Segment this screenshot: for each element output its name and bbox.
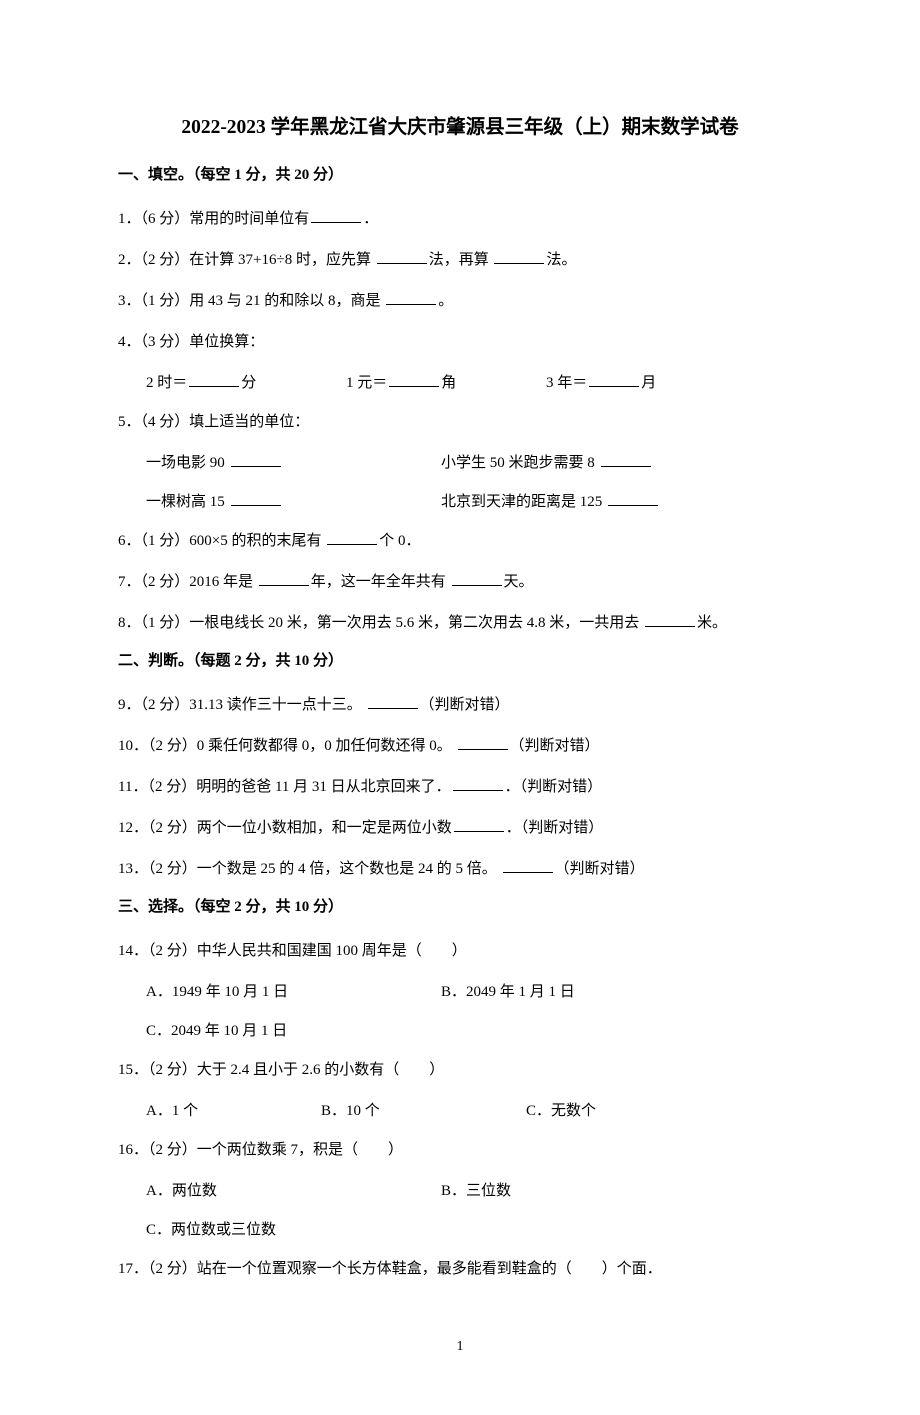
blank[interactable] [458, 734, 508, 750]
q6-a: 6．（1 分）600×5 的积的末尾有 [118, 533, 325, 549]
blank[interactable] [327, 529, 377, 545]
section-3-header: 三、选择。（每空 2 分，共 10 分） [118, 895, 802, 916]
q5-item-4: 北京到天津的距离是 125 [441, 483, 660, 522]
q5-item-1: 一场电影 90 [146, 444, 441, 483]
q4-item-3: 3 年＝ 月 [546, 364, 656, 403]
q15-option-c[interactable]: C．无数个 [526, 1092, 596, 1131]
q15-option-a[interactable]: A．1 个 [146, 1092, 321, 1131]
question-3: 3．（1 分）用 43 与 21 的和除以 8，商是 。 [118, 282, 802, 321]
q14-option-b[interactable]: B．2049 年 1 月 1 日 [441, 973, 575, 1012]
blank[interactable] [389, 371, 439, 387]
q4-3b: 月 [641, 375, 656, 391]
blank[interactable] [645, 611, 695, 627]
q16-option-b[interactable]: B．三位数 [441, 1172, 511, 1211]
section-1-header: 一、填空。（每空 1 分，共 20 分） [118, 163, 802, 184]
q4-3a: 3 年＝ [546, 375, 587, 391]
q7-a: 7．（2 分）2016 年是 [118, 574, 257, 590]
question-5: 5．（4 分）填上适当的单位： [118, 403, 802, 442]
q4-item-1: 2 时＝ 分 [146, 364, 346, 403]
q5-item-3: 一棵树高 15 [146, 483, 441, 522]
question-12: 12．（2 分）两个一位小数相加，和一定是两位小数 ．（判断对错） [118, 809, 802, 848]
question-17: 17．（2 分）站在一个位置观察一个长方体鞋盒，最多能看到鞋盒的（ ）个面． [118, 1250, 802, 1289]
q4-2a: 1 元＝ [346, 375, 387, 391]
q5-item-2: 小学生 50 米跑步需要 8 [441, 444, 653, 483]
blank[interactable] [259, 570, 309, 586]
blank[interactable] [452, 570, 502, 586]
question-7: 7．（2 分）2016 年是 年，这一年全年共有 天。 [118, 563, 802, 602]
q5-row1: 一场电影 90 小学生 50 米跑步需要 8 [118, 444, 802, 483]
q16-option-c[interactable]: C．两位数或三位数 [146, 1211, 276, 1250]
q5-3: 一棵树高 15 [146, 494, 229, 510]
q15-options: A．1 个 B．10 个 C．无数个 [118, 1092, 802, 1131]
blank[interactable] [368, 693, 418, 709]
q9-b: （判断对错） [420, 697, 510, 713]
q5-2: 小学生 50 米跑步需要 8 [441, 455, 599, 471]
q12-a: 12．（2 分）两个一位小数相加，和一定是两位小数 [118, 820, 452, 836]
q4-row: 2 时＝ 分 1 元＝ 角 3 年＝ 月 [118, 364, 802, 403]
question-4: 4．（3 分）单位换算： [118, 323, 802, 362]
question-14: 14．（2 分）中华人民共和国建国 100 周年是（ ） [118, 932, 802, 971]
exam-title: 2022-2023 学年黑龙江省大庆市肇源县三年级（上）期末数学试卷 [118, 110, 802, 139]
question-2: 2．（2 分）在计算 37+16÷8 时，应先算 法，再算 法。 [118, 241, 802, 280]
q5-row2: 一棵树高 15 北京到天津的距离是 125 [118, 483, 802, 522]
q11-b: ．（判断对错） [505, 779, 603, 795]
q13-b: （判断对错） [555, 861, 645, 877]
question-9: 9．（2 分）31.13 读作三十一点十三。 （判断对错） [118, 686, 802, 725]
q12-b: ．（判断对错） [506, 820, 604, 836]
q14-option-c[interactable]: C．2049 年 10 月 1 日 [146, 1012, 287, 1051]
blank[interactable] [231, 451, 281, 467]
q11-a: 11．（2 分）明明的爸爸 11 月 31 日从北京回来了． [118, 779, 451, 795]
section-2-header: 二、判断。（每题 2 分，共 10 分） [118, 649, 802, 670]
q5-1: 一场电影 90 [146, 455, 229, 471]
q4-1a: 2 时＝ [146, 375, 187, 391]
q2-text-c: 法。 [546, 252, 576, 268]
q4-item-2: 1 元＝ 角 [346, 364, 546, 403]
blank[interactable] [453, 775, 503, 791]
blank[interactable] [386, 289, 436, 305]
blank[interactable] [189, 371, 239, 387]
q15-option-b[interactable]: B．10 个 [321, 1092, 526, 1131]
question-15: 15．（2 分）大于 2.4 且小于 2.6 的小数有（ ） [118, 1051, 802, 1090]
blank[interactable] [503, 857, 553, 873]
q3-text-a: 3．（1 分）用 43 与 21 的和除以 8，商是 [118, 293, 384, 309]
question-1: 1．（6 分）常用的时间单位有 ． [118, 200, 802, 239]
blank[interactable] [231, 490, 281, 506]
blank[interactable] [377, 248, 427, 264]
q2-text-b: 法，再算 [429, 252, 493, 268]
blank[interactable] [601, 451, 651, 467]
q6-b: 个 0． [379, 533, 420, 549]
blank[interactable] [454, 816, 504, 832]
q14-option-a[interactable]: A．1949 年 10 月 1 日 [146, 973, 441, 1012]
q4-2b: 角 [441, 375, 456, 391]
q5-4: 北京到天津的距离是 125 [441, 494, 606, 510]
blank[interactable] [311, 207, 361, 223]
q10-a: 10．（2 分）0 乘任何数都得 0，0 加任何数还得 0。 [118, 738, 456, 754]
question-11: 11．（2 分）明明的爸爸 11 月 31 日从北京回来了． ．（判断对错） [118, 768, 802, 807]
q16-options: A．两位数 B．三位数 C．两位数或三位数 [118, 1172, 802, 1250]
q13-a: 13．（2 分）一个数是 25 的 4 倍，这个数也是 24 的 5 倍。 [118, 861, 501, 877]
q8-a: 8．（1 分）一根电线长 20 米，第一次用去 5.6 米，第二次用去 4.8 … [118, 615, 643, 631]
q3-text-b: 。 [438, 293, 453, 309]
q9-a: 9．（2 分）31.13 读作三十一点十三。 [118, 697, 366, 713]
question-6: 6．（1 分）600×5 的积的末尾有 个 0． [118, 522, 802, 561]
q1-end: ． [363, 211, 378, 227]
q7-b: 年，这一年全年共有 [311, 574, 450, 590]
q14-options: A．1949 年 10 月 1 日 B．2049 年 1 月 1 日 C．204… [118, 973, 802, 1051]
q4-1b: 分 [241, 375, 256, 391]
q7-c: 天。 [504, 574, 534, 590]
question-16: 16．（2 分）一个两位数乘 7，积是（ ） [118, 1131, 802, 1170]
q10-b: （判断对错） [510, 738, 600, 754]
blank[interactable] [608, 490, 658, 506]
q16-option-a[interactable]: A．两位数 [146, 1172, 441, 1211]
blank[interactable] [589, 371, 639, 387]
page-number: 1 [118, 1339, 802, 1355]
blank[interactable] [494, 248, 544, 264]
q2-text-a: 2．（2 分）在计算 37+16÷8 时，应先算 [118, 252, 375, 268]
question-8: 8．（1 分）一根电线长 20 米，第一次用去 5.6 米，第二次用去 4.8 … [118, 604, 802, 643]
q1-text: 1．（6 分）常用的时间单位有 [118, 211, 309, 227]
question-13: 13．（2 分）一个数是 25 的 4 倍，这个数也是 24 的 5 倍。 （判… [118, 850, 802, 889]
question-10: 10．（2 分）0 乘任何数都得 0，0 加任何数还得 0。 （判断对错） [118, 727, 802, 766]
q8-b: 米。 [697, 615, 727, 631]
